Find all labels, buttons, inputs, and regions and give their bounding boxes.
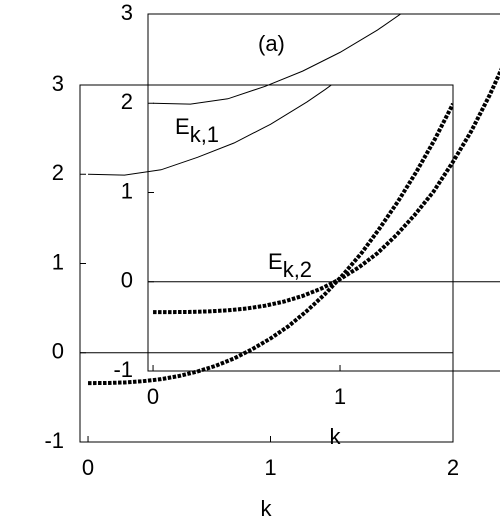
y-tick-label: 2: [121, 89, 133, 114]
annotation-text: E: [175, 114, 190, 139]
plot-frame: [79, 84, 454, 443]
y-tick-label: 2: [52, 160, 64, 185]
annotation-text: (a): [258, 31, 285, 56]
plot-area: [88, 85, 453, 386]
line-curve: [153, 14, 402, 105]
annotation-text: E: [268, 249, 283, 274]
y-tick-label: 1: [52, 249, 64, 274]
x-tick-label: 0: [82, 455, 94, 480]
annotation-subscript: k,2: [283, 257, 312, 282]
y-tick-label: -1: [44, 428, 64, 453]
point-curve: [88, 102, 453, 386]
y-tick-label: 1: [121, 178, 133, 203]
annotation-subscript: k,1: [190, 122, 219, 147]
y-tick-label: 0: [52, 339, 64, 364]
y-tick-label: 3: [52, 71, 64, 96]
point-curve: [153, 67, 500, 315]
annotation: Ek,1: [175, 114, 219, 147]
plot-area: [153, 14, 500, 315]
x-tick-label: 2: [447, 455, 459, 480]
x-tick-label: 1: [334, 384, 346, 409]
plot-frame: [147, 13, 500, 372]
annotation: Ek,2: [268, 249, 312, 282]
y-tick-label: 0: [121, 268, 133, 293]
y-tick-label: 3: [121, 0, 133, 25]
line-curve: [88, 85, 333, 176]
y-tick-label: -1: [113, 357, 133, 382]
x-axis-label: k: [330, 424, 342, 449]
plot: -1 0 1 2 3 0 1 2 k: [44, 71, 459, 521]
x-tick-label: 1: [264, 455, 276, 480]
x-axis-label: k: [261, 496, 273, 521]
annotation: (a): [258, 31, 285, 56]
x-tick-label: 0: [147, 384, 159, 409]
